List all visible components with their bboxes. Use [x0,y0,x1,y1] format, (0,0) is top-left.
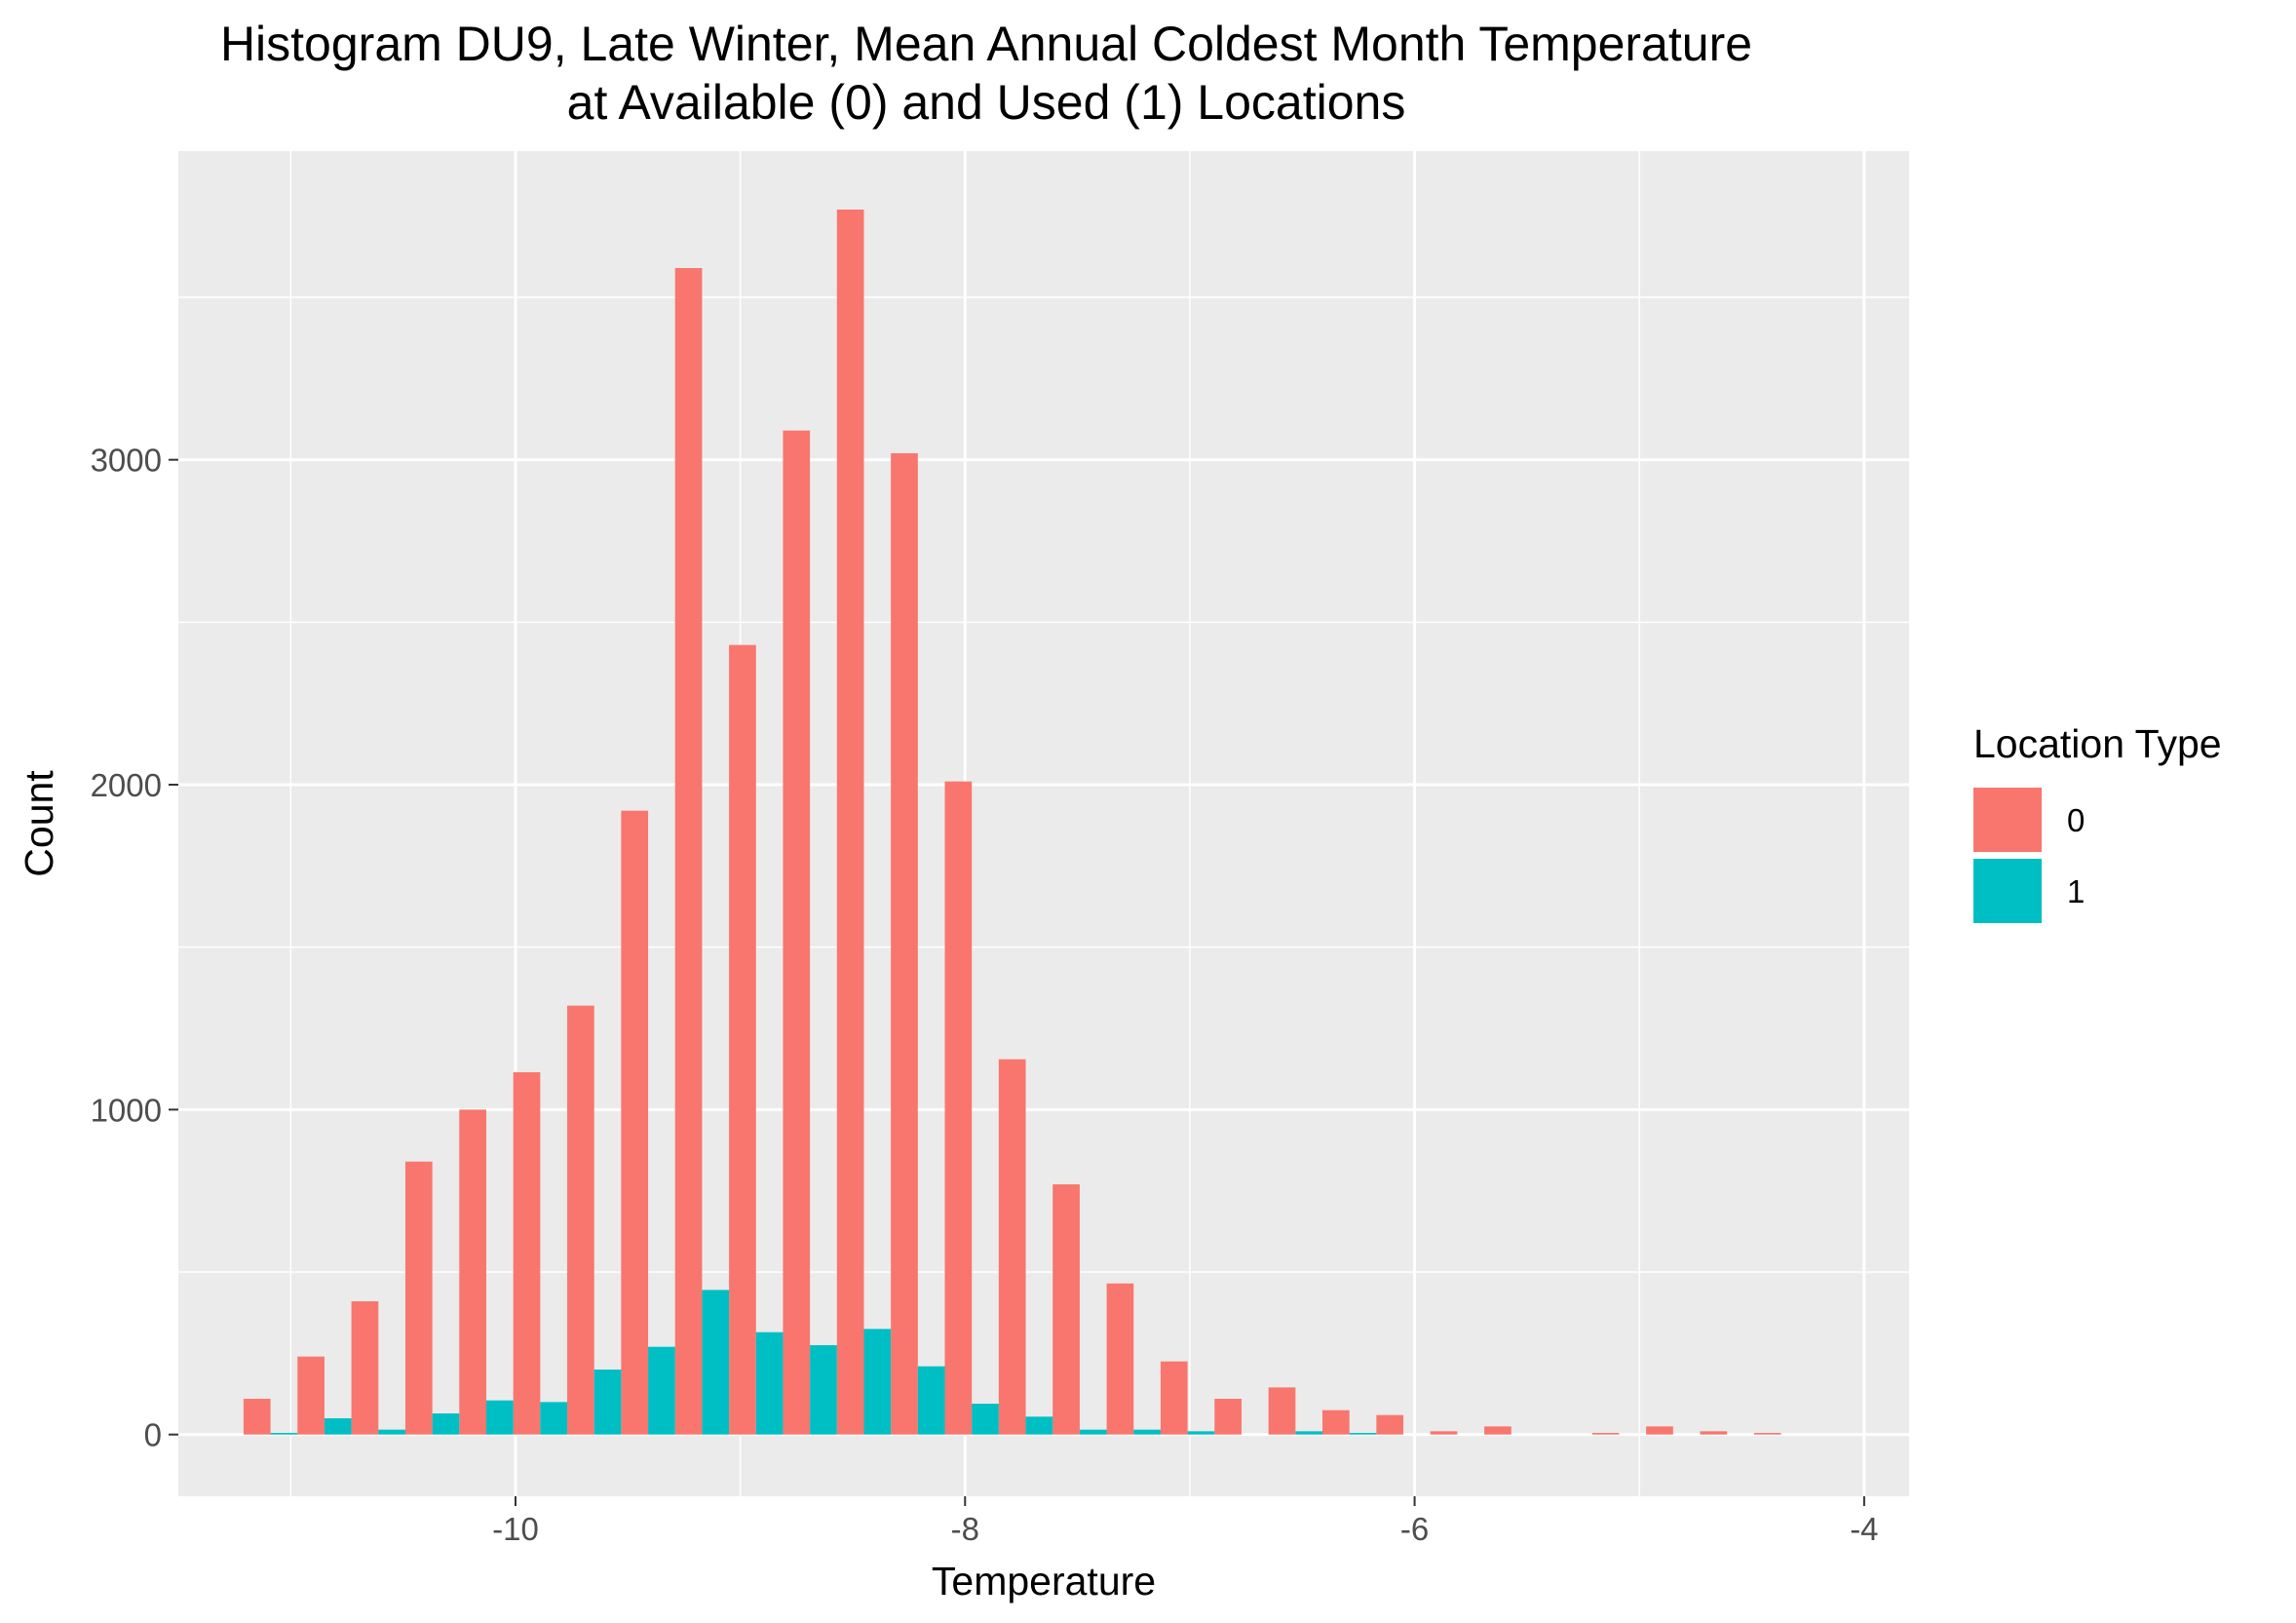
legend-swatch-0 [1973,788,2042,852]
bar-series-0 [1160,1361,1188,1435]
legend: Location Type 0 1 [1973,721,2222,923]
bar-series-1 [863,1329,892,1435]
bar-series-0 [1322,1410,1350,1435]
bar-series-0 [1646,1426,1673,1435]
bar-series-1 [1295,1431,1323,1435]
bar-series-0 [513,1072,541,1435]
bar-series-0 [1268,1387,1296,1435]
x-axis-title: Temperature [932,1559,1156,1604]
legend-swatch-1 [1973,859,2042,923]
bar-series-0 [1700,1431,1728,1435]
bar-series-0 [243,1399,271,1435]
bar-series-0 [1376,1414,1404,1435]
bar-series-1 [324,1418,352,1435]
bar-series-0 [621,810,649,1435]
plot-panel [178,151,1909,1496]
legend-label-0: 0 [2067,802,2085,838]
y-tick-label: 1000 [91,1092,162,1128]
bar-series-1 [1349,1433,1377,1435]
bar-series-0 [459,1109,486,1435]
axes: -10 -8 -6 -4 0 1000 2000 3000 [91,443,1879,1547]
bar-series-1 [485,1400,514,1435]
bar-series-1 [755,1332,784,1435]
bar-series-1 [270,1433,298,1435]
bar-series-0 [998,1059,1026,1435]
legend-label-1: 1 [2067,873,2085,909]
bar-series-1 [593,1370,622,1435]
bar-series-1 [1133,1429,1161,1435]
bar-series-0 [567,1005,594,1435]
legend-title: Location Type [1973,721,2222,766]
bars [243,210,1781,1435]
bar-series-1 [810,1345,837,1435]
bar-series-0 [674,268,703,1435]
bar-series-0 [404,1161,433,1435]
bar-series-0 [297,1356,325,1435]
bar-series-0 [351,1301,379,1435]
bar-series-0 [1753,1433,1781,1435]
bar-series-0 [891,453,918,1435]
y-tick-label: 2000 [91,767,162,803]
bar-series-0 [1052,1184,1080,1435]
x-tick-label: -10 [492,1511,539,1547]
bar-series-0 [836,210,864,1435]
y-tick-label: 3000 [91,443,162,479]
x-tick-label: -8 [951,1511,979,1547]
x-tick-label: -4 [1850,1511,1878,1547]
bar-series-1 [378,1429,405,1435]
bar-series-0 [1484,1426,1512,1435]
bar-series-0 [1106,1283,1134,1435]
bar-series-1 [1079,1429,1107,1435]
bar-series-0 [1214,1399,1242,1435]
chart-title-line2: at Available (0) and Used (1) Locations [567,75,1406,130]
bar-series-1 [702,1290,730,1435]
bar-series-1 [540,1402,568,1435]
bar-series-0 [1430,1431,1458,1435]
bar-series-1 [432,1413,460,1435]
bar-series-1 [917,1366,945,1435]
y-tick-label: 0 [144,1417,162,1453]
bar-series-0 [783,430,811,1435]
x-tick-label: -6 [1400,1511,1429,1547]
bar-series-0 [729,644,756,1435]
y-axis-title: Count [17,770,61,877]
bar-series-1 [1025,1416,1053,1435]
bar-series-0 [944,781,973,1435]
chart-title-line1: Histogram DU9, Late Winter, Mean Annual … [220,17,1752,71]
bar-series-0 [1591,1433,1620,1435]
bar-series-1 [1187,1431,1215,1435]
bar-series-1 [648,1346,675,1435]
bar-series-1 [972,1404,999,1435]
